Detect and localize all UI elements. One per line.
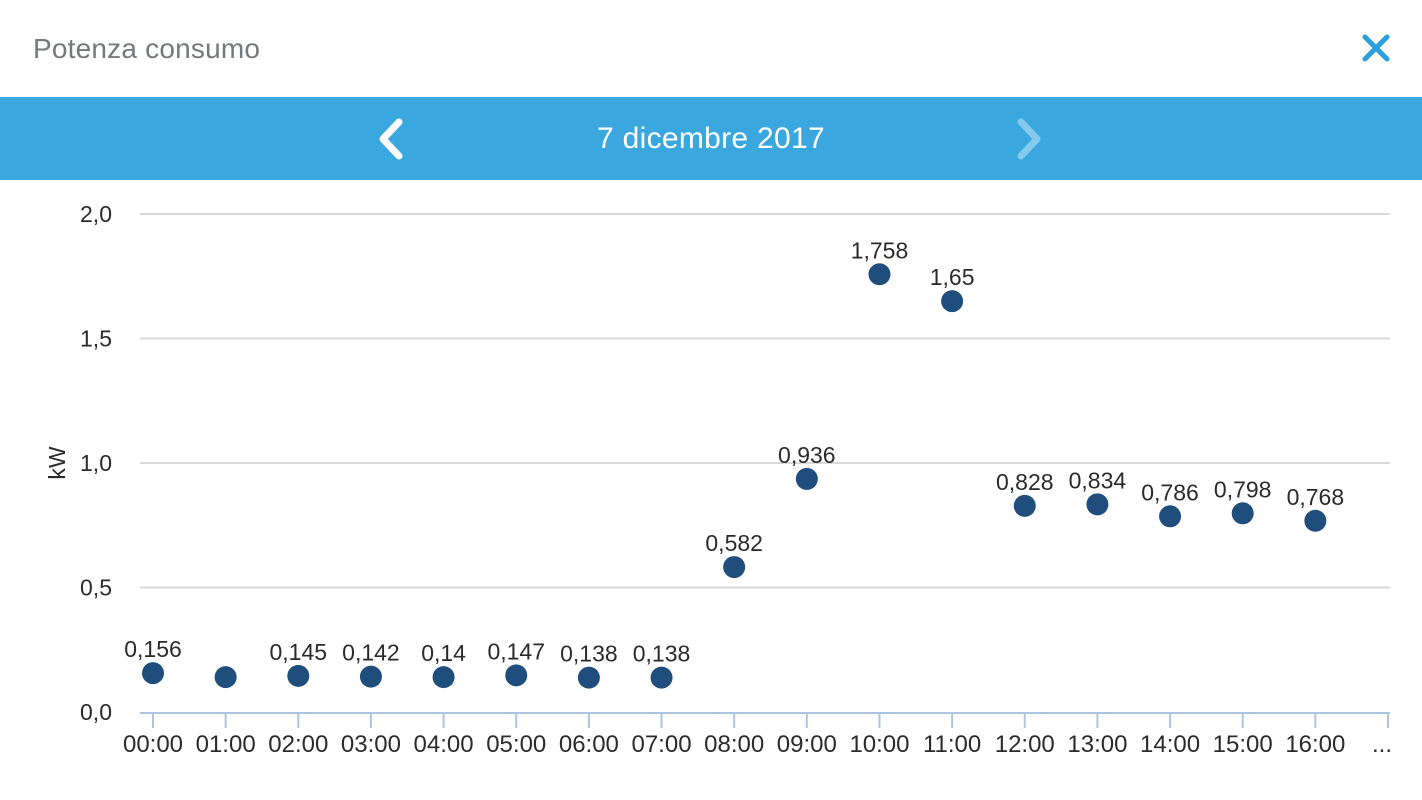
data-point[interactable] xyxy=(432,666,455,689)
x-axis-tick-label: 00:00 xyxy=(123,731,183,758)
x-axis-tick-label: 01:00 xyxy=(196,731,256,758)
data-point[interactable] xyxy=(723,556,746,579)
y-axis-tick-label: 0,5 xyxy=(80,575,112,601)
data-point[interactable] xyxy=(795,467,818,490)
x-axis-tick-label: ... xyxy=(1372,731,1392,758)
dialog-header: Potenza consumo xyxy=(0,0,1422,97)
data-point-value-label: 0,936 xyxy=(778,442,836,468)
chevron-right-icon xyxy=(1015,117,1045,161)
data-point-value-label: 0,582 xyxy=(705,530,763,556)
x-axis-tick-label: 11:00 xyxy=(923,731,981,758)
x-axis-tick-label: 08:00 xyxy=(704,731,764,758)
x-axis-tick-label: 04:00 xyxy=(414,731,474,758)
date-navigation-bar: 7 dicembre 2017 xyxy=(0,97,1422,180)
data-point-value-label: 0,834 xyxy=(1069,467,1127,493)
data-point[interactable] xyxy=(868,263,891,286)
next-day-button[interactable] xyxy=(1002,111,1058,167)
chevron-left-icon xyxy=(375,117,405,161)
data-point-value-label: 0,145 xyxy=(270,639,328,665)
data-point[interactable] xyxy=(1159,505,1182,528)
scatter-chart-canvas: 0,0 0,5 1,0 1,5 2,0 kW 00:00 01:00 02:00 03:00 04:… xyxy=(44,201,1392,758)
data-point[interactable] xyxy=(1086,493,1109,516)
y-axis-tick-label: 1,5 xyxy=(80,326,112,352)
previous-day-button[interactable] xyxy=(362,111,418,167)
data-point-value-label: 0,138 xyxy=(560,641,618,667)
data-point-value-label: 0,142 xyxy=(342,640,400,666)
y-axis-title: kW xyxy=(44,446,70,480)
close-button[interactable] xyxy=(1355,27,1397,69)
data-point[interactable] xyxy=(577,666,600,689)
data-point[interactable] xyxy=(287,664,310,687)
x-axis-tick-label: 06:00 xyxy=(559,731,619,758)
data-point-value-label: 0,138 xyxy=(633,641,691,667)
data-point-value-label: 1,65 xyxy=(930,264,975,290)
data-point[interactable] xyxy=(505,664,528,687)
data-point[interactable] xyxy=(1231,502,1254,525)
data-point-value-label: 0,768 xyxy=(1287,484,1345,510)
data-point[interactable] xyxy=(142,662,164,685)
x-axis-tick-label: 16:00 xyxy=(1285,731,1345,758)
data-point[interactable] xyxy=(359,665,382,688)
data-point[interactable] xyxy=(1013,494,1036,517)
close-icon xyxy=(1360,32,1392,64)
data-point-value-label: 0,786 xyxy=(1141,479,1199,505)
x-axis-tick-label: 15:00 xyxy=(1213,731,1273,758)
power-consumption-chart: 0,0 0,5 1,0 1,5 2,0 kW 00:00 01:00 02:00 03:00 04:… xyxy=(0,180,1422,800)
x-axis-tick-label: 13:00 xyxy=(1067,731,1127,758)
y-axis-tick-label: 1,0 xyxy=(80,450,112,476)
page-title: Potenza consumo xyxy=(33,32,261,64)
x-axis-tick-label: 02:00 xyxy=(268,731,328,758)
x-axis-tick-label: 07:00 xyxy=(631,731,691,758)
y-axis-tick-label: 0,0 xyxy=(80,699,112,725)
data-point[interactable] xyxy=(650,666,673,689)
x-axis-tick-label: 12:00 xyxy=(995,731,1055,758)
data-point[interactable] xyxy=(941,290,964,313)
data-point-value-label: 0,798 xyxy=(1214,476,1272,502)
data-point-value-label: 0,828 xyxy=(996,469,1054,495)
data-point-value-label: 1,758 xyxy=(851,237,909,263)
x-axis-tick-label: 05:00 xyxy=(486,731,546,758)
data-point[interactable] xyxy=(214,666,237,689)
x-axis-tick-label: 03:00 xyxy=(341,731,401,758)
data-point-value-label: 0,14 xyxy=(421,640,466,666)
x-axis-tick-label: 14:00 xyxy=(1140,731,1200,758)
data-point-value-label: 0,147 xyxy=(487,638,545,664)
data-point-value-label: 0,156 xyxy=(124,636,182,662)
x-axis-tick-label: 10:00 xyxy=(849,731,909,758)
x-axis-tick-label: 09:00 xyxy=(777,731,837,758)
data-point[interactable] xyxy=(1304,509,1327,532)
y-axis-tick-label: 2,0 xyxy=(80,201,112,227)
date-label: 7 dicembre 2017 xyxy=(597,121,825,155)
